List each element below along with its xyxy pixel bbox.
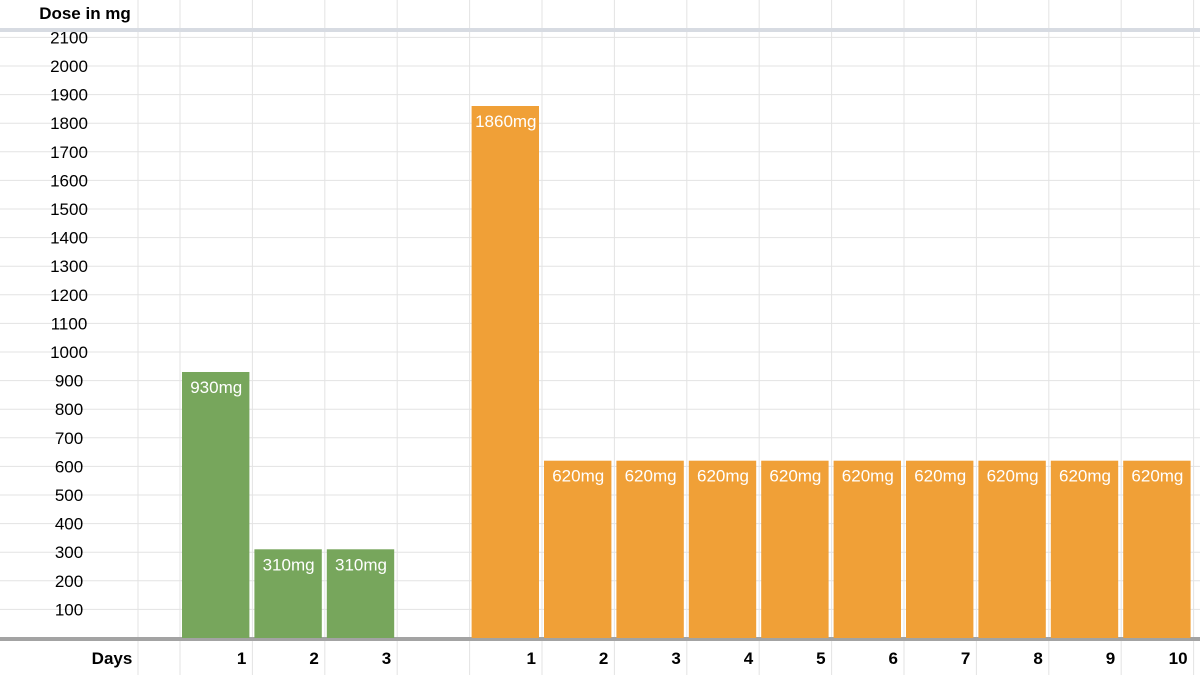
y-tick-label: 1200	[50, 286, 88, 305]
x-tick-label: 9	[1106, 649, 1115, 668]
y-tick-label: 1900	[50, 86, 88, 105]
y-tick-label: 1100	[51, 314, 88, 333]
x-tick-label: 1	[237, 649, 246, 668]
bar-data-label: 620mg	[552, 467, 604, 486]
bar	[688, 460, 757, 638]
y-tick-label: 1600	[50, 171, 88, 190]
y-tick-label: 2000	[50, 57, 88, 76]
bar	[906, 460, 974, 638]
bar-data-label: 310mg	[335, 555, 387, 574]
baseline	[0, 637, 1200, 641]
x-tick-label: 1	[527, 649, 536, 668]
x-axis-labels: 1 2 3 1 2 3 4 5 6 7 8 9 10	[237, 649, 1188, 668]
x-tick-label: 2	[309, 649, 318, 668]
bar-data-label: 620mg	[769, 467, 821, 486]
y-tick-label: 600	[55, 457, 83, 476]
x-tick-label: 2	[599, 649, 608, 668]
bar-data-label: 620mg	[1059, 467, 1111, 486]
x-tick-label: 8	[1033, 649, 1042, 668]
y-tick-label: 400	[55, 515, 83, 534]
y-tick-label: 200	[55, 572, 83, 591]
bar	[761, 460, 829, 638]
bar-data-label: 620mg	[987, 467, 1039, 486]
bar	[978, 460, 1046, 638]
y-axis-title: Dose in mg	[39, 4, 131, 23]
bar	[833, 460, 901, 638]
y-tick-label: 1000	[50, 343, 88, 362]
y-tick-label: 1800	[50, 114, 88, 133]
bar-data-label: 620mg	[625, 467, 677, 486]
bar-data-label: 620mg	[914, 467, 966, 486]
header-separator	[0, 28, 1200, 32]
y-tick-label: 1700	[50, 143, 88, 162]
bar-data-label: 620mg	[697, 467, 749, 486]
x-tick-label: 7	[961, 649, 970, 668]
y-axis-ticks: 100 200 300 400 500 600 700 800 900 1000 1100 1200 1…	[50, 28, 88, 619]
bar	[471, 106, 539, 638]
y-tick-label: 2100	[50, 28, 88, 47]
x-tick-label: 6	[889, 649, 898, 668]
x-tick-label: 5	[816, 649, 825, 668]
x-tick-label: 3	[382, 649, 391, 668]
bars: 930mg 310mg 310mg 1860mg 620mg 620mg 620mg 620m…	[182, 106, 1191, 638]
y-tick-label: 100	[55, 600, 83, 619]
bar	[1123, 460, 1191, 638]
y-tick-label: 1400	[50, 229, 88, 248]
bar-data-label: 1860mg	[475, 112, 536, 131]
x-axis-title: Days	[92, 649, 133, 668]
bar	[544, 460, 612, 638]
y-tick-label: 500	[55, 486, 83, 505]
y-tick-label: 900	[55, 372, 83, 391]
bar	[1050, 460, 1119, 638]
y-tick-label: 300	[55, 543, 83, 562]
y-tick-label: 700	[55, 429, 83, 448]
x-tick-label: 4	[744, 649, 754, 668]
bar-data-label: 930mg	[190, 378, 242, 397]
bar-data-label: 620mg	[1131, 467, 1183, 486]
y-tick-label: 800	[55, 400, 83, 419]
y-tick-label: 1500	[50, 200, 88, 219]
bar	[616, 460, 684, 638]
bar	[254, 549, 322, 638]
bar-data-label: 310mg	[263, 555, 315, 574]
x-tick-label: 10	[1169, 649, 1188, 668]
y-tick-label: 1300	[50, 257, 88, 276]
bar-data-label: 620mg	[842, 467, 894, 486]
bar	[326, 549, 395, 638]
bar	[182, 372, 250, 638]
x-tick-label: 3	[671, 649, 680, 668]
